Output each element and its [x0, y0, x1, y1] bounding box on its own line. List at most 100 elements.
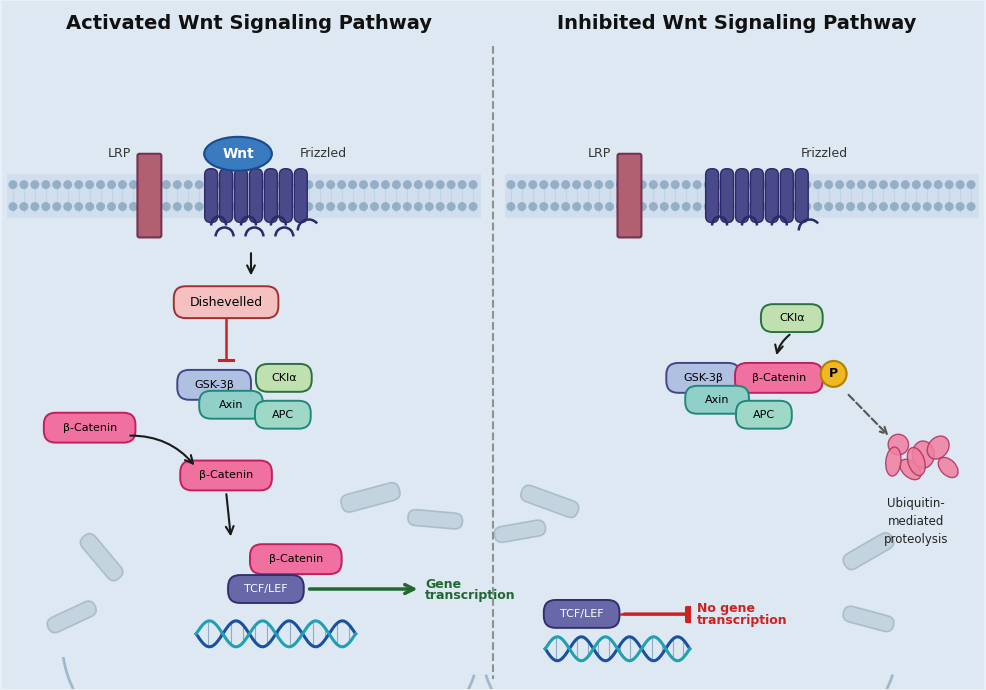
- FancyBboxPatch shape: [765, 169, 778, 222]
- Circle shape: [846, 202, 855, 211]
- Circle shape: [901, 180, 910, 189]
- Circle shape: [813, 202, 822, 211]
- Circle shape: [507, 202, 516, 211]
- Circle shape: [183, 180, 192, 189]
- Circle shape: [140, 180, 149, 189]
- Text: APC: APC: [272, 410, 294, 420]
- Circle shape: [326, 180, 335, 189]
- FancyBboxPatch shape: [177, 370, 251, 400]
- Circle shape: [403, 202, 412, 211]
- Circle shape: [74, 180, 83, 189]
- Ellipse shape: [912, 441, 934, 468]
- Circle shape: [966, 180, 975, 189]
- Circle shape: [96, 180, 106, 189]
- FancyBboxPatch shape: [408, 510, 462, 529]
- Circle shape: [20, 202, 29, 211]
- Circle shape: [955, 202, 964, 211]
- Circle shape: [583, 180, 593, 189]
- Circle shape: [649, 202, 658, 211]
- Circle shape: [63, 202, 72, 211]
- Text: transcription: transcription: [697, 614, 788, 627]
- Circle shape: [9, 202, 18, 211]
- Bar: [7, 174, 481, 217]
- Circle shape: [518, 180, 527, 189]
- FancyBboxPatch shape: [47, 601, 97, 633]
- Circle shape: [370, 202, 379, 211]
- Ellipse shape: [900, 460, 921, 480]
- Circle shape: [63, 180, 72, 189]
- Circle shape: [955, 180, 964, 189]
- Text: TCF/LEF: TCF/LEF: [560, 609, 603, 619]
- Circle shape: [572, 180, 581, 189]
- FancyBboxPatch shape: [80, 533, 123, 581]
- Circle shape: [140, 202, 149, 211]
- Circle shape: [803, 202, 811, 211]
- Circle shape: [129, 202, 138, 211]
- FancyBboxPatch shape: [249, 169, 262, 222]
- Circle shape: [693, 180, 702, 189]
- Circle shape: [792, 202, 801, 211]
- Text: Frizzled: Frizzled: [801, 147, 848, 160]
- Circle shape: [670, 202, 679, 211]
- Circle shape: [550, 180, 559, 189]
- Circle shape: [468, 180, 477, 189]
- Circle shape: [715, 202, 724, 211]
- Circle shape: [271, 202, 280, 211]
- Circle shape: [9, 180, 18, 189]
- Text: GSK-3β: GSK-3β: [683, 373, 723, 383]
- Circle shape: [539, 202, 548, 211]
- FancyBboxPatch shape: [228, 575, 304, 603]
- Circle shape: [583, 202, 593, 211]
- Circle shape: [715, 180, 724, 189]
- Circle shape: [616, 180, 625, 189]
- FancyBboxPatch shape: [750, 169, 763, 222]
- FancyBboxPatch shape: [43, 413, 135, 442]
- FancyBboxPatch shape: [736, 169, 748, 222]
- Circle shape: [704, 180, 713, 189]
- Circle shape: [305, 202, 314, 211]
- Circle shape: [726, 202, 735, 211]
- Text: No gene: No gene: [697, 602, 755, 615]
- Circle shape: [780, 180, 790, 189]
- FancyBboxPatch shape: [235, 169, 247, 222]
- FancyBboxPatch shape: [264, 169, 277, 222]
- Circle shape: [129, 180, 138, 189]
- FancyBboxPatch shape: [255, 401, 311, 428]
- Circle shape: [879, 180, 888, 189]
- Circle shape: [923, 202, 932, 211]
- Text: β-Catenin: β-Catenin: [751, 373, 806, 383]
- FancyBboxPatch shape: [843, 606, 894, 631]
- Circle shape: [381, 202, 389, 211]
- FancyBboxPatch shape: [721, 169, 734, 222]
- Circle shape: [820, 361, 847, 387]
- Circle shape: [945, 202, 953, 211]
- Circle shape: [260, 180, 269, 189]
- Circle shape: [249, 202, 258, 211]
- Text: Frizzled: Frizzled: [300, 147, 347, 160]
- Circle shape: [271, 180, 280, 189]
- Ellipse shape: [204, 137, 272, 170]
- Circle shape: [52, 180, 61, 189]
- Circle shape: [561, 202, 570, 211]
- Circle shape: [359, 202, 368, 211]
- Text: LRP: LRP: [588, 147, 611, 160]
- FancyBboxPatch shape: [521, 485, 579, 518]
- FancyBboxPatch shape: [617, 154, 642, 237]
- Circle shape: [605, 202, 614, 211]
- Circle shape: [206, 180, 215, 189]
- Circle shape: [447, 180, 456, 189]
- Circle shape: [403, 180, 412, 189]
- Text: Axin: Axin: [705, 395, 730, 405]
- Circle shape: [31, 180, 39, 189]
- Circle shape: [518, 202, 527, 211]
- Circle shape: [414, 180, 423, 189]
- Circle shape: [316, 202, 324, 211]
- Circle shape: [846, 180, 855, 189]
- FancyBboxPatch shape: [761, 304, 822, 332]
- Circle shape: [348, 202, 357, 211]
- FancyBboxPatch shape: [736, 401, 792, 428]
- Circle shape: [792, 180, 801, 189]
- Circle shape: [704, 202, 713, 211]
- Circle shape: [282, 202, 291, 211]
- Circle shape: [305, 180, 314, 189]
